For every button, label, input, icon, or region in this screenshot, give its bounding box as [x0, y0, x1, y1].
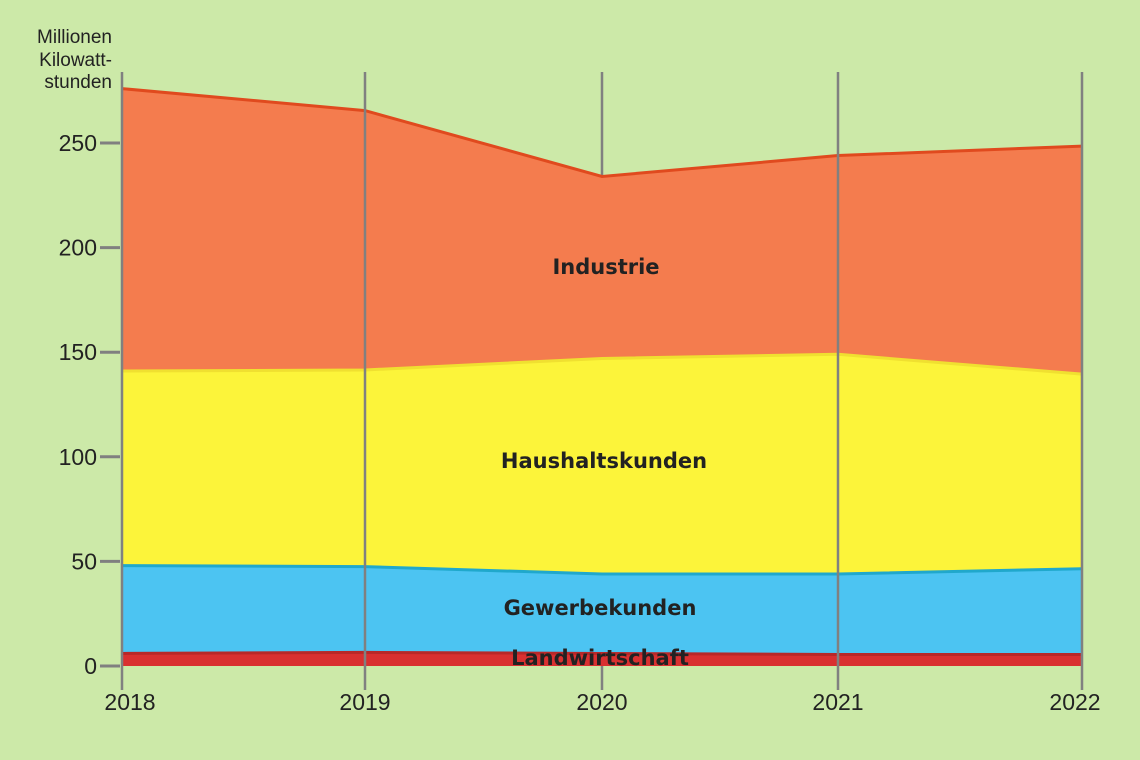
- area-gewerbekunden: [122, 565, 1082, 655]
- y-tick-label: 0: [84, 653, 97, 679]
- y-axis-title-line-3: stunden: [44, 72, 112, 93]
- series-label-industrie: Industrie: [552, 255, 659, 279]
- line-landwirtschaft: [121, 650, 1082, 656]
- line-gewerbekunden: [121, 564, 1083, 576]
- area-industrie: [122, 88, 1082, 375]
- area-haushaltskunden: [122, 354, 1082, 574]
- x-tick-label: 2020: [576, 689, 627, 715]
- x-tick-label: 2018: [104, 689, 155, 715]
- y-axis-title-line-1: Millionen: [37, 27, 112, 48]
- y-tick-label: 100: [59, 444, 97, 470]
- y-tick-label: 150: [59, 339, 97, 365]
- series-label-landwirtschaft: Landwirtschaft: [511, 646, 689, 670]
- y-tick-label: 50: [71, 548, 97, 574]
- line-haushaltskunden: [121, 352, 1083, 376]
- x-tick-label: 2021: [812, 689, 863, 715]
- series-label-gewerbekunden: Gewerbekunden: [504, 596, 697, 620]
- x-tick-label: 2022: [1049, 689, 1100, 715]
- series-label-haushaltskunden: Haushaltskunden: [501, 449, 707, 473]
- x-tick-label: 2019: [339, 689, 390, 715]
- y-tick-label: 200: [59, 235, 97, 261]
- y-axis-title-line-2: Kilowatt-: [39, 50, 112, 71]
- line-industrie: [121, 87, 1083, 178]
- y-tick-label: 250: [59, 130, 97, 156]
